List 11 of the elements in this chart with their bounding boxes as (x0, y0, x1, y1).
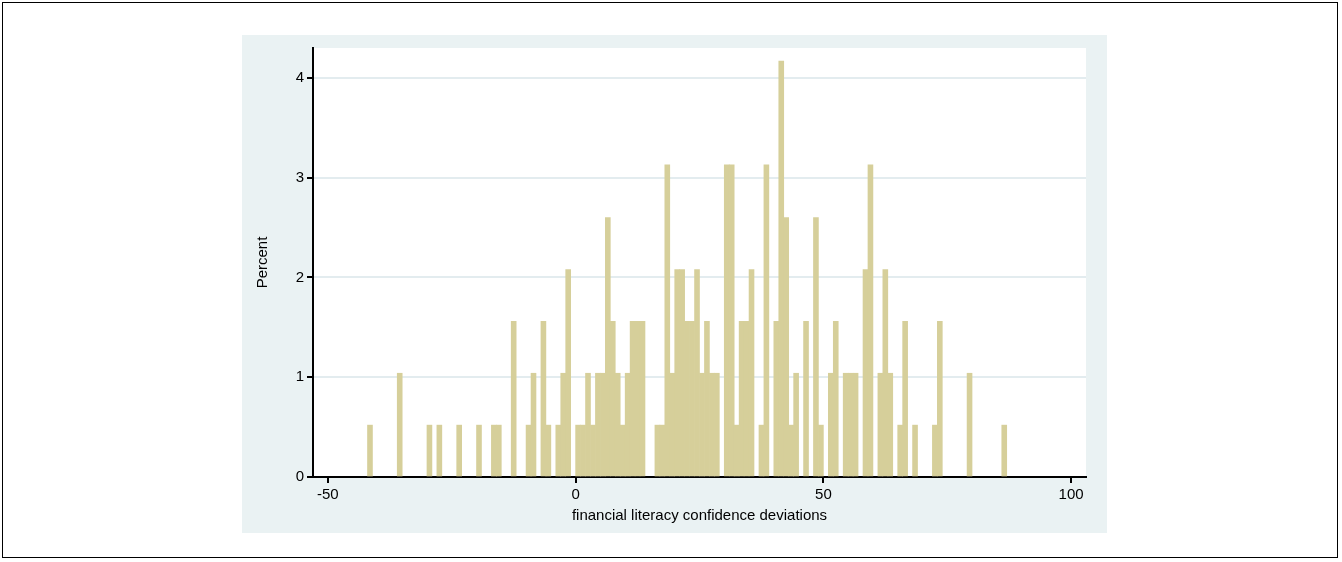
x-tick-label: 0 (571, 485, 580, 503)
y-tick-label: 3 (295, 167, 304, 185)
x-axis-title: financial literacy confidence deviations (571, 506, 828, 524)
y-tick-label: 1 (295, 367, 304, 385)
y-tick-label: 4 (295, 68, 304, 86)
x-tick-label: -50 (317, 485, 339, 503)
y-tick-label: 0 (295, 467, 304, 485)
y-tick-label: 2 (295, 267, 304, 285)
y-axis-title: Percent (253, 235, 271, 289)
x-tick-label: 50 (815, 485, 832, 503)
x-tick-label: 100 (1058, 485, 1084, 503)
